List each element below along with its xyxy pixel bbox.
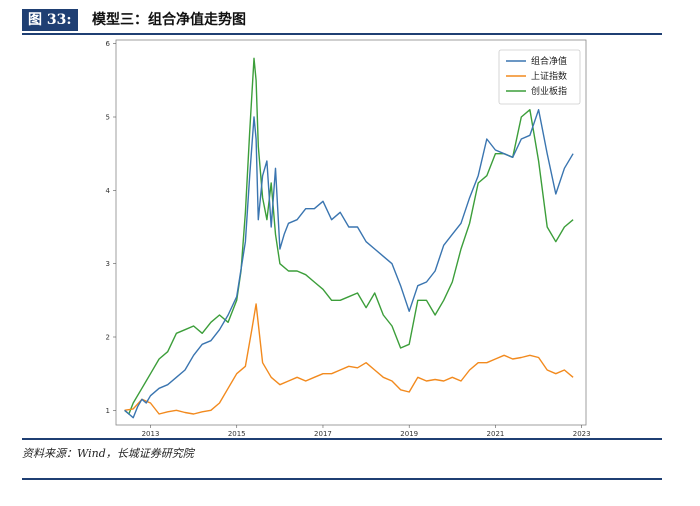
y-tick-label: 5 <box>106 114 110 122</box>
source-divider <box>22 438 662 440</box>
x-tick-label: 2019 <box>400 430 418 438</box>
series-line-portfolio <box>124 109 574 419</box>
source-note: 资料来源：Wind，长城证券研究院 <box>22 447 194 460</box>
legend-label-sse: 上证指数 <box>531 70 567 82</box>
x-tick-label: 2023 <box>573 430 591 438</box>
x-tick-label: 2013 <box>142 430 160 438</box>
y-tick-label: 4 <box>106 187 111 195</box>
legend-label-portfolio: 组合净值 <box>531 55 567 67</box>
y-tick-label: 1 <box>106 407 110 415</box>
series-lines <box>124 57 574 419</box>
y-tick-label: 6 <box>106 40 111 48</box>
y-axis: 1 2 3 4 5 6 <box>106 40 116 415</box>
series-line-sse <box>124 303 574 415</box>
figure-title: 模型三：组合净值走势图 <box>92 12 246 28</box>
chart-area: 1 2 3 4 5 6 2013 2015 2017 2019 2021 2023 组合净值 上证指… <box>0 34 700 438</box>
y-tick-label: 2 <box>106 334 110 342</box>
figure-number-badge: 图 33: <box>22 9 78 31</box>
legend: 组合净值 上证指数 创业板指 <box>498 49 581 105</box>
figure-header: 图 33: 模型三：组合净值走势图 <box>22 9 662 35</box>
x-axis: 2013 2015 2017 2019 2021 2023 <box>142 425 591 438</box>
x-tick-label: 2021 <box>487 430 505 438</box>
plot-frame <box>115 39 587 426</box>
y-tick-label: 3 <box>106 260 110 268</box>
bottom-divider <box>22 478 662 480</box>
x-tick-label: 2017 <box>314 430 332 438</box>
line-chart: 1 2 3 4 5 6 2013 2015 2017 2019 2021 2023 组合净值 上证指… <box>106 39 591 438</box>
legend-label-chinext: 创业板指 <box>531 85 567 97</box>
x-tick-label: 2015 <box>228 430 246 438</box>
series-line-chinext <box>124 57 574 415</box>
